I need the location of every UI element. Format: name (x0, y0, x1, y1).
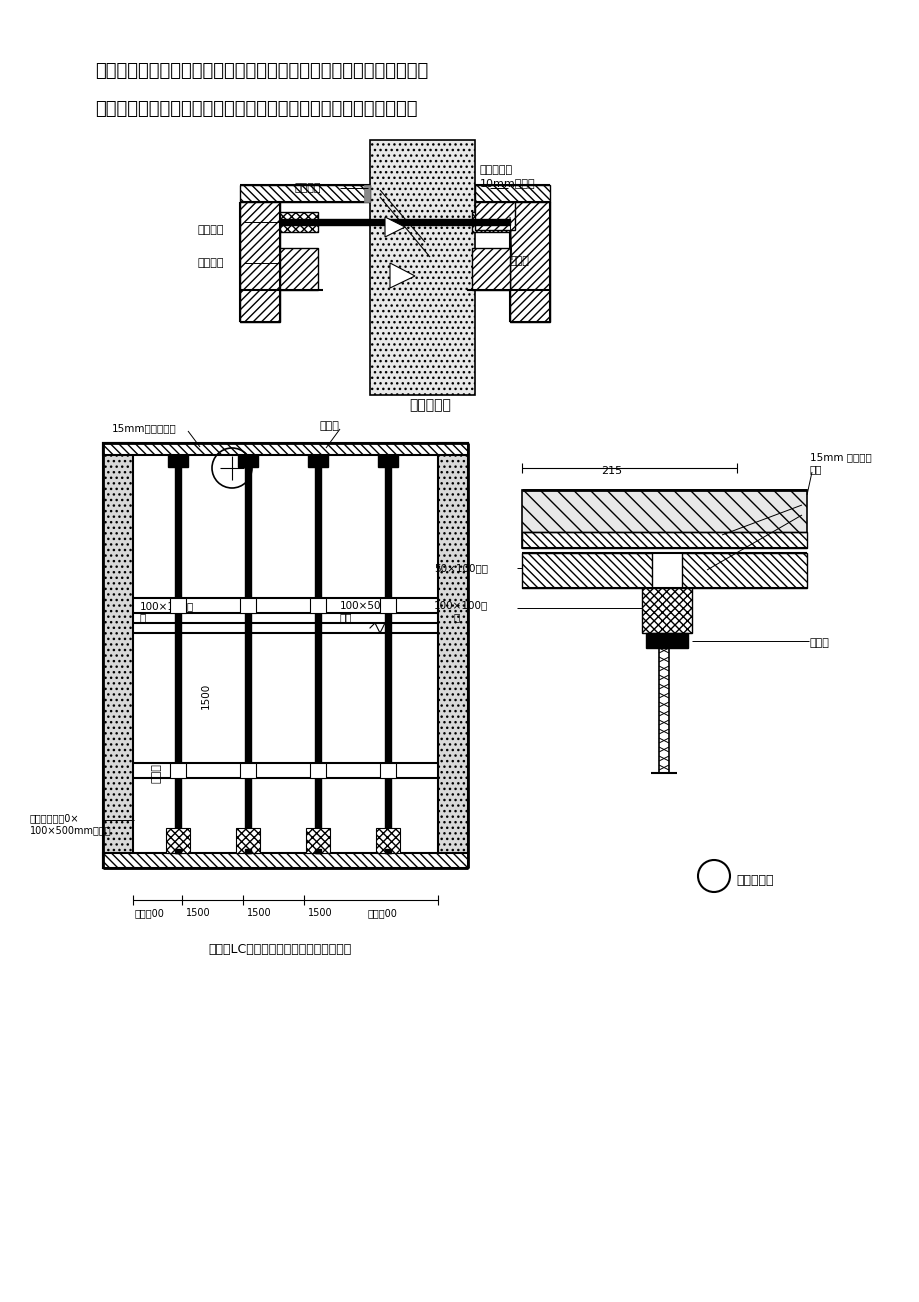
Text: 号节点详图: 号节点详图 (735, 875, 773, 888)
Text: 15mm 厘木胶合: 15mm 厘木胶合 (809, 452, 871, 462)
Bar (168, 454, 187, 467)
Bar (310, 598, 325, 613)
Text: 不大于00: 不大于00 (368, 907, 397, 918)
Text: 木: 木 (453, 612, 460, 622)
Bar (165, 828, 190, 853)
Text: 可调底座下块0×: 可调底座下块0× (30, 812, 79, 823)
Bar (310, 763, 325, 779)
Bar (641, 589, 691, 633)
Text: ①: ① (707, 874, 720, 888)
Bar (240, 202, 279, 322)
Text: 与墙紧贴，防止顶板阴角漏浆，利用墙体上最上排大模板螺栓孔固定，: 与墙紧贴，防止顶板阴角漏浆，利用墙体上最上排大模板螺栓孔固定， (95, 62, 427, 79)
Bar (279, 247, 318, 290)
Bar (103, 443, 468, 454)
Text: 215: 215 (601, 466, 622, 477)
Polygon shape (390, 263, 414, 288)
Bar (521, 533, 806, 548)
Bar (369, 141, 474, 395)
Bar (306, 828, 330, 853)
Text: 100×500mm矩方木: 100×500mm矩方木 (30, 825, 111, 835)
Circle shape (698, 861, 729, 892)
Bar (471, 247, 509, 290)
Bar (364, 185, 369, 202)
Polygon shape (384, 217, 404, 237)
Text: 木: 木 (140, 612, 146, 622)
Bar (175, 849, 181, 853)
Text: 1500: 1500 (200, 684, 210, 710)
Text: 阴角节点图: 阴角节点图 (409, 398, 450, 411)
Text: 方木: 方木 (340, 612, 352, 622)
Bar (380, 598, 395, 613)
Bar (170, 763, 186, 779)
Bar (308, 454, 328, 467)
Bar (240, 598, 255, 613)
Text: 1500: 1500 (186, 907, 210, 918)
Bar (645, 633, 687, 648)
Text: 50×100方木: 50×100方木 (434, 562, 487, 573)
Bar (238, 454, 257, 467)
Bar (521, 490, 806, 548)
Bar (384, 454, 391, 853)
Text: 早拆头: 早拆头 (809, 638, 829, 648)
Bar (384, 849, 391, 853)
Text: 加固方木: 加固方木 (198, 258, 224, 268)
Bar (244, 849, 251, 853)
Text: 早拆杆: 早拆杆 (152, 763, 162, 783)
Bar (380, 763, 395, 779)
Text: 10mm海绵条: 10mm海绵条 (480, 178, 535, 187)
Bar (314, 454, 321, 853)
Bar (474, 185, 550, 202)
Text: 地下室LC顶板模板占斯拆支撑体系示意图: 地下室LC顶板模板占斯拆支撑体系示意图 (208, 943, 351, 956)
Bar (103, 853, 468, 868)
Text: 内墙混凝土: 内墙混凝土 (480, 165, 513, 174)
Bar (471, 212, 509, 232)
Text: 顶板模板: 顶板模板 (295, 184, 321, 193)
Bar (175, 454, 181, 853)
Bar (437, 443, 468, 868)
Text: 板带: 板带 (809, 464, 822, 474)
Text: 短坤木: 短坤木 (509, 256, 529, 266)
Bar (240, 185, 369, 202)
Bar (244, 454, 251, 853)
Text: 100×100方: 100×100方 (140, 602, 194, 611)
Text: 1500: 1500 (246, 907, 271, 918)
Bar (509, 202, 550, 322)
Bar (521, 553, 652, 589)
Bar (681, 553, 806, 589)
Bar (279, 219, 509, 225)
Bar (279, 212, 318, 232)
Bar (103, 443, 133, 868)
Text: 方木与墙体之间粘贴海绵条（海绵条粘贴在方木上），如下图所示。: 方木与墙体之间粘贴海绵条（海绵条粘贴在方木上），如下图所示。 (95, 100, 417, 118)
Bar (236, 828, 260, 853)
Bar (474, 202, 515, 230)
Text: 1500: 1500 (308, 907, 332, 918)
Text: 加固螺栓: 加固螺栓 (198, 225, 224, 234)
Bar (170, 598, 186, 613)
Text: 100×50: 100×50 (340, 602, 381, 611)
Bar (240, 763, 255, 779)
Text: 早拆头: 早拆头 (320, 421, 339, 431)
Text: 15mm厘木胶合板: 15mm厘木胶合板 (112, 423, 176, 434)
Bar (378, 454, 398, 467)
Bar (314, 849, 321, 853)
Text: 100×100方: 100×100方 (434, 600, 488, 611)
Bar (376, 828, 400, 853)
Text: 不大于00: 不大于00 (135, 907, 165, 918)
